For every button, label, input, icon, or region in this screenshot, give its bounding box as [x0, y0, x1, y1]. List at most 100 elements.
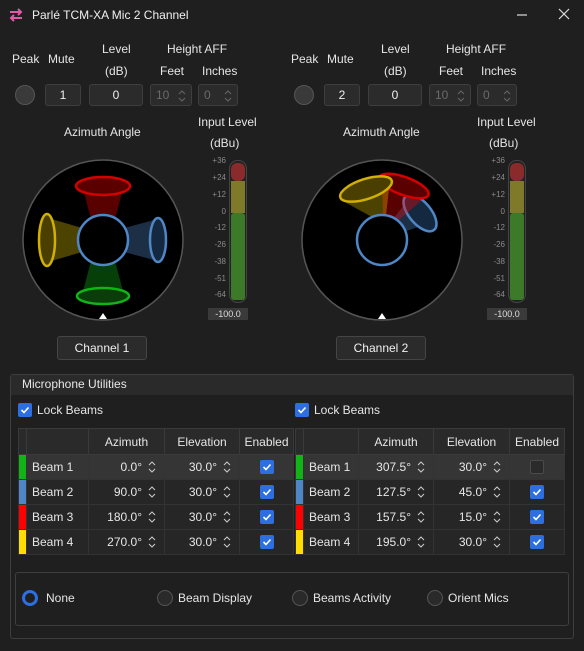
inches-stepper[interactable]: 0: [198, 84, 238, 106]
elevation-value: 30.0°: [458, 535, 487, 549]
spin-arrows-icon: [178, 90, 186, 102]
option-beams-activity-radio[interactable]: Beams Activity: [292, 590, 391, 606]
minimize-button[interactable]: [510, 4, 534, 26]
option-beam-display-radio[interactable]: Beam Display: [157, 590, 252, 606]
elevation-spinbox[interactable]: 30.0°: [164, 454, 240, 480]
feet-value: 10: [435, 88, 449, 102]
enabled-checkbox-checked[interactable]: [530, 535, 544, 549]
check-icon: [262, 538, 271, 546]
enabled-checkbox-checked[interactable]: [259, 510, 274, 524]
level-field[interactable]: 0: [368, 84, 422, 106]
column-header-elevation: Elevation: [433, 428, 510, 455]
enabled-checkbox-checked[interactable]: [259, 460, 274, 474]
azimuth-spinbox[interactable]: 127.5°: [358, 479, 434, 505]
enabled-checkbox-checked[interactable]: [259, 485, 274, 499]
beam-display-channel-2[interactable]: [297, 155, 467, 325]
level-field[interactable]: 0: [89, 84, 143, 106]
mute-label: Mute: [48, 52, 75, 66]
enabled-cell: [509, 454, 565, 480]
table-row[interactable]: Beam 4 195.0° 30.0°: [295, 529, 565, 555]
check-icon: [532, 513, 542, 521]
azimuth-spinbox[interactable]: 307.5°: [358, 454, 434, 480]
scale-tick: +36: [212, 156, 226, 165]
beam-color-swatch: [18, 479, 27, 505]
enabled-checkbox-checked[interactable]: [530, 510, 544, 524]
peak-indicator: [15, 85, 35, 105]
elevation-spinbox[interactable]: 45.0°: [433, 479, 510, 505]
spin-arrows-icon: [417, 536, 425, 548]
group-header: [11, 375, 573, 395]
beam-name: Beam 2: [303, 479, 359, 505]
column-header-azimuth: Azimuth: [358, 428, 434, 455]
azimuth-spinbox[interactable]: 157.5°: [358, 504, 434, 530]
lock-beams-checkbox-1[interactable]: Lock Beams: [18, 403, 103, 417]
enabled-checkbox-unchecked[interactable]: [530, 460, 544, 474]
check-icon: [262, 488, 271, 496]
column-header-elevation: Elevation: [164, 428, 240, 455]
elevation-spinbox[interactable]: 30.0°: [164, 479, 240, 505]
enabled-checkbox-checked[interactable]: [259, 535, 274, 549]
table-row[interactable]: Beam 1 307.5° 30.0°: [295, 454, 565, 480]
channel-1-button[interactable]: Channel 1: [57, 336, 147, 360]
option-label: Beams Activity: [313, 591, 392, 605]
spin-arrows-icon: [148, 536, 156, 548]
enabled-cell: [239, 529, 294, 555]
table-row[interactable]: Beam 1 0.0° 30.0°: [18, 454, 294, 480]
close-button[interactable]: [552, 4, 576, 26]
spin-arrows-icon: [148, 486, 156, 498]
feet-stepper[interactable]: 10: [150, 84, 192, 106]
azimuth-spinbox[interactable]: 270.0°: [88, 529, 165, 555]
beam-color-swatch: [295, 454, 304, 480]
inches-stepper[interactable]: 0: [477, 84, 517, 106]
scale-tick: -51: [214, 274, 226, 283]
table-row[interactable]: Beam 3 180.0° 30.0°: [18, 504, 294, 530]
table-row[interactable]: Beam 2 90.0° 30.0°: [18, 479, 294, 505]
enabled-checkbox-checked[interactable]: [530, 485, 544, 499]
elevation-spinbox[interactable]: 30.0°: [433, 454, 510, 480]
microphone-utilities-group: [10, 374, 574, 639]
app-logo-icon: [9, 8, 23, 22]
elevation-spinbox[interactable]: 30.0°: [164, 504, 240, 530]
azimuth-value: 0.0°: [120, 460, 142, 474]
check-icon: [262, 463, 271, 471]
radio-selected-icon: [22, 590, 38, 606]
scale-tick: -26: [214, 240, 226, 249]
azimuth-spinbox[interactable]: 0.0°: [88, 454, 165, 480]
scale-tick: -51: [493, 274, 505, 283]
option-orient-mics-radio[interactable]: Orient Mics: [427, 590, 509, 606]
height-aff-label: Height AFF: [446, 42, 507, 56]
mute-field[interactable]: 1: [45, 84, 81, 106]
option-none-radio[interactable]: None: [22, 590, 75, 606]
minimize-icon: [517, 14, 527, 16]
check-icon: [262, 513, 271, 521]
lock-beams-checkbox-2[interactable]: Lock Beams: [295, 403, 380, 417]
lock-beams-label: Lock Beams: [37, 403, 104, 417]
scale-tick: +12: [491, 190, 505, 199]
elevation-spinbox[interactable]: 15.0°: [433, 504, 510, 530]
feet-stepper[interactable]: 10: [429, 84, 471, 106]
table-row[interactable]: Beam 3 157.5° 15.0°: [295, 504, 565, 530]
azimuth-spinbox[interactable]: 195.0°: [358, 529, 434, 555]
azimuth-spinbox[interactable]: 180.0°: [88, 504, 165, 530]
beam-color-swatch: [18, 454, 27, 480]
spin-arrows-icon: [417, 511, 425, 523]
azimuth-value: 157.5°: [376, 510, 411, 524]
scale-tick: -26: [493, 240, 505, 249]
enabled-cell: [239, 504, 294, 530]
elevation-spinbox[interactable]: 30.0°: [433, 529, 510, 555]
level-label: Level: [102, 42, 131, 56]
beam-display-channel-1[interactable]: [18, 155, 188, 325]
azimuth-spinbox[interactable]: 90.0°: [88, 479, 165, 505]
channel-2-button[interactable]: Channel 2: [336, 336, 426, 360]
table-row[interactable]: Beam 4 270.0° 30.0°: [18, 529, 294, 555]
column-header-enabled: Enabled: [509, 428, 565, 455]
elevation-spinbox[interactable]: 30.0°: [164, 529, 240, 555]
elevation-value: 45.0°: [458, 485, 487, 499]
input-level-meter: [229, 160, 247, 303]
elevation-value: 30.0°: [458, 460, 487, 474]
mute-field[interactable]: 2: [324, 84, 360, 106]
peak-indicator: [294, 85, 314, 105]
option-label: Beam Display: [178, 591, 253, 605]
enabled-cell: [239, 454, 294, 480]
table-row[interactable]: Beam 2 127.5° 45.0°: [295, 479, 565, 505]
